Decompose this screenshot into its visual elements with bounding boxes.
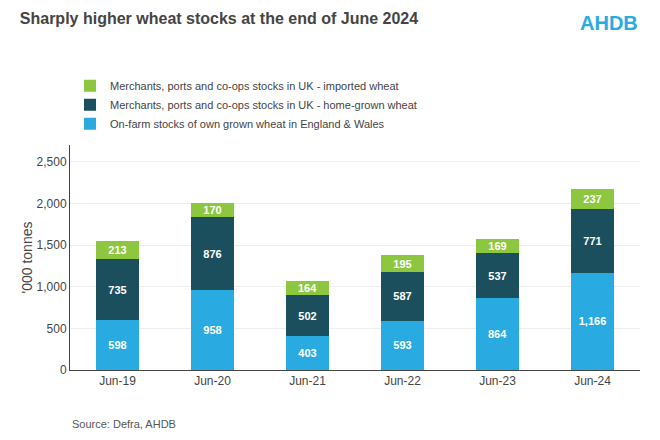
svg-text:500: 500 xyxy=(47,322,67,336)
svg-text:598: 598 xyxy=(108,339,126,351)
svg-text:1,166: 1,166 xyxy=(579,315,607,327)
svg-text:164: 164 xyxy=(298,282,317,294)
svg-text:AHDB: AHDB xyxy=(580,12,638,34)
svg-text:Jun-22: Jun-22 xyxy=(384,374,421,388)
svg-text:169: 169 xyxy=(488,240,506,252)
svg-text:195: 195 xyxy=(393,258,411,270)
svg-text:958: 958 xyxy=(203,324,221,336)
svg-text:Merchants, ports and co-ops st: Merchants, ports and co-ops stocks in UK… xyxy=(110,80,399,92)
svg-text:Jun-19: Jun-19 xyxy=(99,374,136,388)
svg-text:170: 170 xyxy=(203,204,221,216)
svg-text:587: 587 xyxy=(393,290,411,302)
svg-text:771: 771 xyxy=(583,235,601,247)
svg-text:Jun-23: Jun-23 xyxy=(479,374,516,388)
svg-text:876: 876 xyxy=(203,248,221,260)
svg-text:Sharply higher wheat stocks at: Sharply higher wheat stocks at the end o… xyxy=(20,10,418,27)
svg-text:864: 864 xyxy=(488,328,507,340)
svg-text:502: 502 xyxy=(298,310,316,322)
svg-text:735: 735 xyxy=(108,284,126,296)
svg-text:Jun-21: Jun-21 xyxy=(289,374,326,388)
svg-text:1,500: 1,500 xyxy=(37,238,67,252)
svg-text:Jun-20: Jun-20 xyxy=(194,374,231,388)
svg-text:2,000: 2,000 xyxy=(37,197,67,211)
svg-text:'000 tonnes: '000 tonnes xyxy=(19,222,35,294)
svg-text:2,500: 2,500 xyxy=(37,155,67,169)
svg-text:Source: Defra, AHDB: Source: Defra, AHDB xyxy=(72,418,176,430)
svg-text:213: 213 xyxy=(108,244,126,256)
svg-text:On-farm stocks of own grown wh: On-farm stocks of own grown wheat in Eng… xyxy=(110,118,385,130)
svg-text:Jun-24: Jun-24 xyxy=(574,374,611,388)
svg-text:1,000: 1,000 xyxy=(37,280,67,294)
svg-text:537: 537 xyxy=(488,270,506,282)
svg-text:237: 237 xyxy=(583,193,601,205)
svg-text:593: 593 xyxy=(393,339,411,351)
svg-text:403: 403 xyxy=(298,347,316,359)
svg-text:Merchants, ports and co-ops st: Merchants, ports and co-ops stocks in UK… xyxy=(110,99,417,111)
svg-text:0: 0 xyxy=(60,363,67,377)
